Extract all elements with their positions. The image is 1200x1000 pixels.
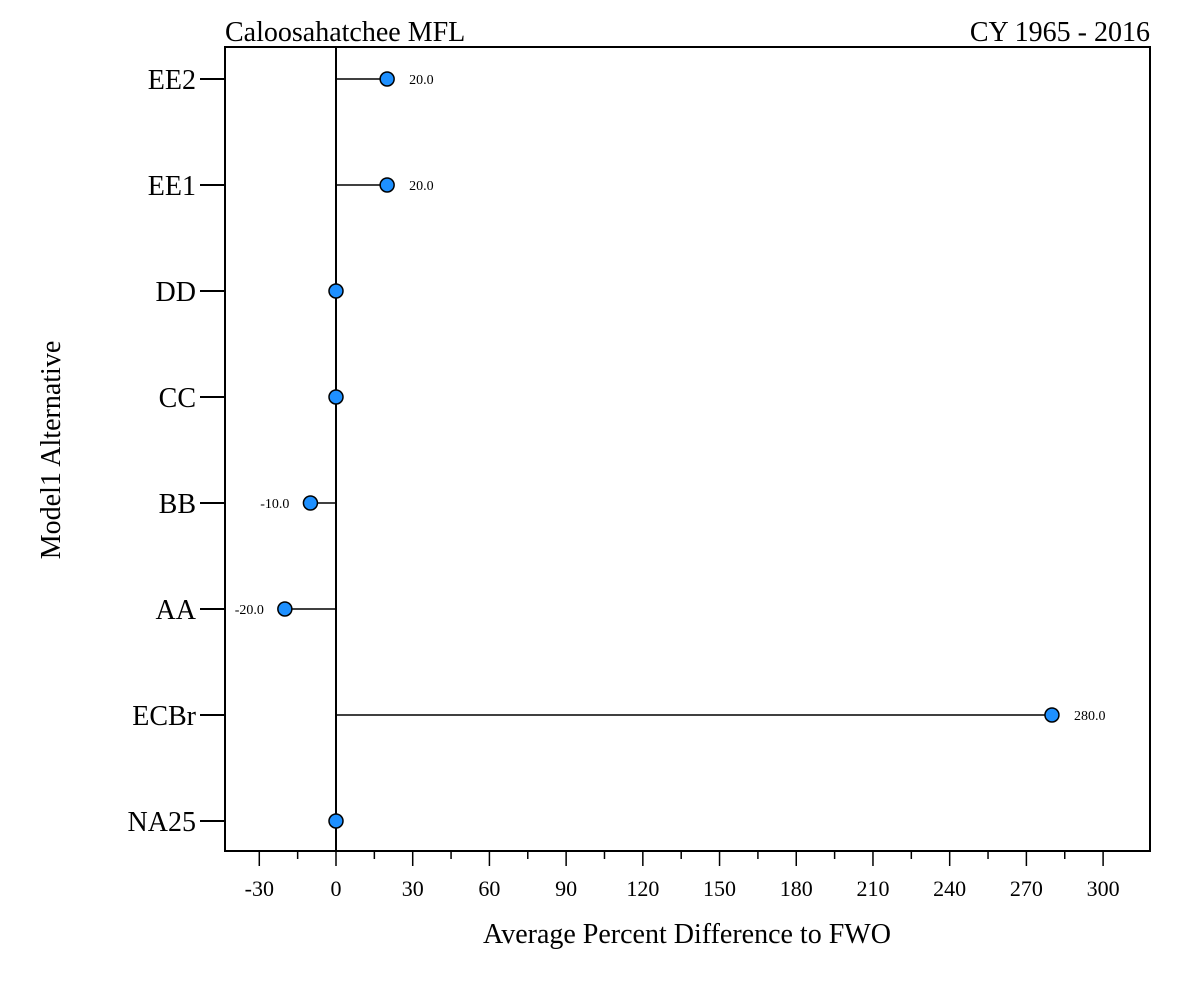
y-category-label: ECBr xyxy=(132,701,196,732)
data-point xyxy=(328,283,344,299)
y-category-label: AA xyxy=(156,595,197,626)
x-tick-label: 270 xyxy=(1010,876,1043,901)
y-category-label: NA25 xyxy=(128,807,196,838)
x-axis-title: Average Percent Difference to FWO xyxy=(483,919,891,950)
data-point xyxy=(328,389,344,405)
chart-subtitle: CY 1965 - 2016 xyxy=(970,17,1150,48)
y-category-label: BB xyxy=(159,489,196,520)
x-tick-label: 180 xyxy=(780,876,813,901)
x-tick-label: 300 xyxy=(1087,876,1120,901)
chart-marks: -30 0 30 60 90 120 150 180 210 240 270 300 NA25 ECBr 2… xyxy=(128,47,1120,901)
y-category-label: CC xyxy=(159,383,196,414)
data-label: -10.0 xyxy=(260,497,289,512)
x-tick-label: 0 xyxy=(331,876,342,901)
data-point xyxy=(379,177,395,193)
y-axis-title: Model1 Alternative xyxy=(36,341,67,560)
x-tick-label: 60 xyxy=(478,876,500,901)
x-tick-label: 240 xyxy=(933,876,966,901)
data-point xyxy=(302,495,319,511)
x-tick-label: 90 xyxy=(555,876,577,901)
x-tick-label: 210 xyxy=(856,876,889,901)
x-tick-label: -30 xyxy=(245,876,274,901)
plot-frame xyxy=(224,46,1151,852)
y-category-label: DD xyxy=(156,277,196,308)
data-label: 280.0 xyxy=(1074,709,1106,724)
data-point xyxy=(277,601,293,617)
data-label: 20.0 xyxy=(409,73,434,88)
data-label: 20.0 xyxy=(409,179,434,194)
x-tick-label: 120 xyxy=(626,876,659,901)
data-point xyxy=(1044,707,1060,723)
data-point xyxy=(328,813,344,829)
chart-title: Caloosahatchee MFL xyxy=(225,17,465,48)
y-category-label: EE2 xyxy=(148,65,196,96)
data-point xyxy=(379,71,395,87)
data-label: -20.0 xyxy=(235,603,264,618)
x-tick-label: 150 xyxy=(703,876,736,901)
y-category-label: EE1 xyxy=(148,171,196,202)
x-tick-label: 30 xyxy=(402,876,424,901)
